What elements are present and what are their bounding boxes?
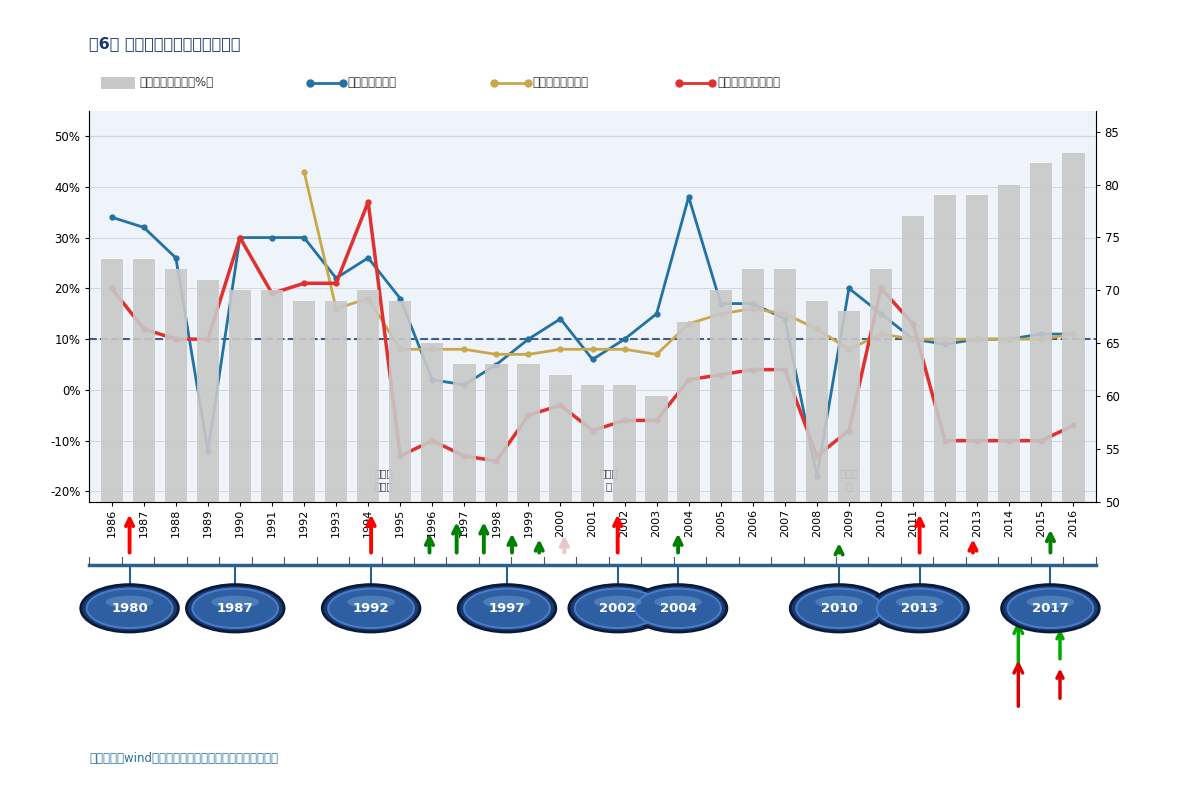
Bar: [293, 301, 316, 790]
Text: 2010: 2010: [821, 602, 858, 615]
Bar: [742, 269, 763, 790]
Bar: [934, 195, 956, 790]
Bar: [581, 386, 604, 790]
Bar: [261, 290, 283, 790]
Bar: [389, 301, 411, 790]
Text: 平均客座率（右：%）: 平均客座率（右：%）: [139, 77, 213, 89]
Bar: [869, 269, 892, 790]
Bar: [613, 386, 636, 790]
Text: 1987: 1987: [217, 602, 254, 615]
Text: 2013: 2013: [902, 602, 939, 615]
Text: 1992: 1992: [353, 602, 389, 615]
Text: 民航飞机数量同比: 民航飞机数量同比: [532, 77, 588, 89]
Bar: [517, 364, 540, 790]
Bar: [229, 290, 251, 790]
Bar: [774, 269, 796, 790]
Text: 1980: 1980: [111, 602, 148, 615]
Bar: [902, 216, 924, 790]
Text: 全球局
势动荡: 全球局 势动荡: [375, 468, 393, 491]
Bar: [646, 396, 668, 790]
Bar: [678, 322, 700, 790]
Bar: [422, 343, 443, 790]
Text: 2002: 2002: [599, 602, 636, 615]
Text: 2004: 2004: [660, 602, 697, 615]
Text: 金融危
机: 金融危 机: [840, 468, 859, 491]
Text: 数据来源：wind，从统计看民航，广发证券发展研究中心: 数据来源：wind，从统计看民航，广发证券发展研究中心: [89, 752, 279, 766]
Text: 2017: 2017: [1033, 602, 1068, 615]
Bar: [549, 374, 572, 790]
Bar: [837, 311, 860, 790]
Bar: [164, 269, 187, 790]
Text: 1997: 1997: [488, 602, 525, 615]
Text: 总体吨公里水平同比: 总体吨公里水平同比: [717, 77, 780, 89]
Bar: [132, 258, 155, 790]
Text: 民航客运量同比: 民航客运量同比: [348, 77, 397, 89]
Bar: [1062, 153, 1085, 790]
Bar: [805, 301, 828, 790]
Bar: [998, 185, 1021, 790]
Text: 非典时
期: 非典时 期: [599, 468, 618, 491]
Bar: [100, 258, 123, 790]
Bar: [357, 290, 380, 790]
Bar: [485, 364, 507, 790]
Bar: [966, 195, 989, 790]
Bar: [325, 301, 348, 790]
Bar: [197, 280, 219, 790]
Bar: [710, 290, 732, 790]
Bar: [453, 364, 475, 790]
Bar: [1030, 164, 1053, 790]
Text: 图6： 中国航空业发展的四大阶段: 图6： 中国航空业发展的四大阶段: [89, 36, 241, 51]
